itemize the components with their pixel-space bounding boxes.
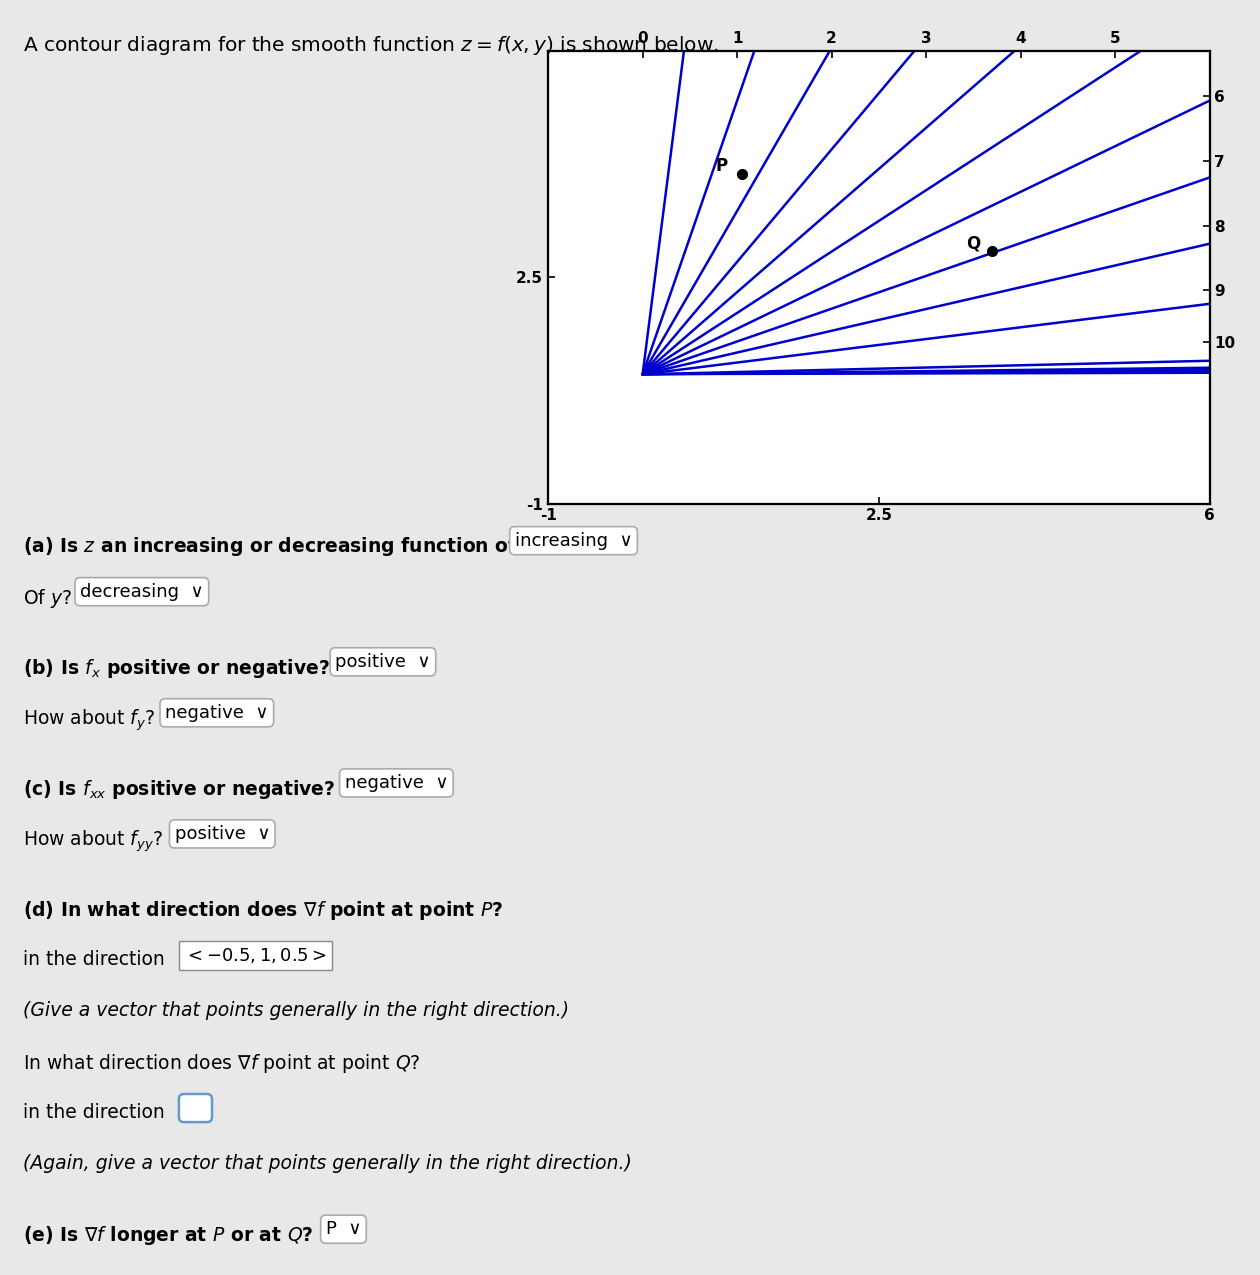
Text: decreasing  ∨: decreasing ∨ — [81, 583, 204, 601]
Text: (e) Is $\nabla f$ longer at $P$ or at $Q$?: (e) Is $\nabla f$ longer at $P$ or at $Q… — [23, 1224, 314, 1247]
Text: (a) Is $z$ an increasing or decreasing function of $x$?: (a) Is $z$ an increasing or decreasing f… — [23, 536, 544, 558]
Text: A contour diagram for the smooth function $z = f(x, y)$ is shown below.: A contour diagram for the smooth functio… — [23, 34, 718, 57]
Text: (Give a vector that points generally in the right direction.): (Give a vector that points generally in … — [23, 1001, 568, 1020]
Text: How about $f_{yy}$?: How about $f_{yy}$? — [23, 829, 163, 854]
Text: Q: Q — [965, 235, 980, 252]
Text: (d) In what direction does $\nabla f$ point at point $P$?: (d) In what direction does $\nabla f$ po… — [23, 899, 503, 922]
Text: In what direction does $\nabla f$ point at point $Q$?: In what direction does $\nabla f$ point … — [23, 1052, 421, 1075]
Text: P  ∨: P ∨ — [325, 1220, 362, 1238]
Text: in the direction: in the direction — [23, 1103, 164, 1122]
Text: negative  ∨: negative ∨ — [345, 774, 449, 792]
Text: $< -0.5,1,0.5 >$: $< -0.5,1,0.5 >$ — [184, 946, 326, 965]
Text: negative  ∨: negative ∨ — [165, 704, 268, 722]
Text: in the direction: in the direction — [23, 950, 164, 969]
Text: P: P — [716, 157, 727, 175]
Text: (c) Is $f_{xx}$ positive or negative?: (c) Is $f_{xx}$ positive or negative? — [23, 778, 335, 801]
Text: positive  ∨: positive ∨ — [335, 653, 431, 671]
Text: (Again, give a vector that points generally in the right direction.): (Again, give a vector that points genera… — [23, 1154, 631, 1173]
Text: positive  ∨: positive ∨ — [174, 825, 270, 843]
Text: increasing  ∨: increasing ∨ — [515, 532, 633, 550]
Text: (b) Is $f_x$ positive or negative?: (b) Is $f_x$ positive or negative? — [23, 657, 329, 680]
Text: How about $f_y$?: How about $f_y$? — [23, 708, 155, 733]
Text: Of $y$?: Of $y$? — [23, 586, 72, 609]
